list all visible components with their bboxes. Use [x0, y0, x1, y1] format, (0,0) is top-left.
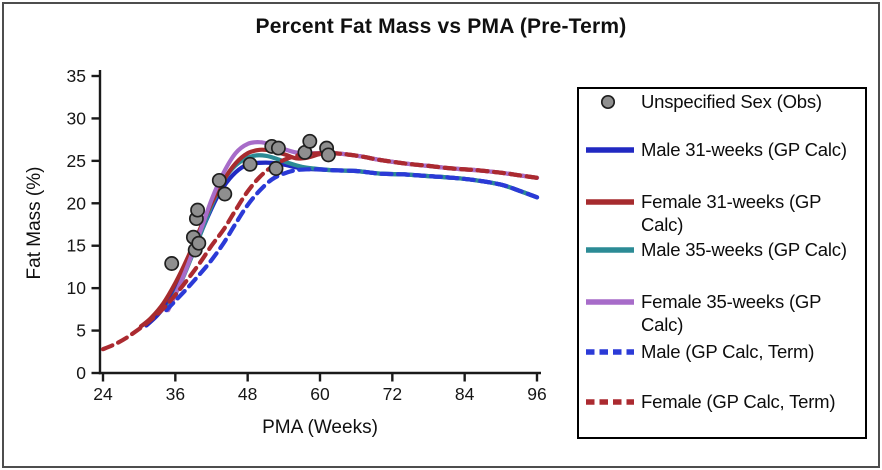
series-curve-female-35-weeks-gp-calc- [166, 140, 540, 313]
chart-title: Percent Fat Mass vs PMA (Pre-Term) [255, 15, 627, 38]
legend-label: Male (GP Calc, Term) [641, 341, 815, 362]
legend-label: Male 31-weeks (GP Calc) [641, 139, 847, 160]
legend-line-swatch-icon [585, 390, 641, 414]
y-tick-label: 25 [67, 151, 86, 171]
legend-box: Unspecified Sex (Obs) Male 31-weeks (GP C… [577, 87, 867, 439]
legend-line-swatch-icon [585, 290, 641, 314]
series-curve-female-gp-calc-term- [100, 151, 540, 352]
legend-label: Female 35-weeks (GP Calc) [641, 291, 821, 335]
y-tick-label: 15 [67, 236, 86, 256]
y-axis-label: Fat Mass (%) [24, 167, 45, 280]
obs-point [211, 172, 227, 188]
legend-item: Male 31-weeks (GP Calc) [585, 138, 861, 162]
legend-line-swatch-icon [585, 340, 641, 364]
obs-point [242, 156, 258, 172]
x-tick-label: 36 [166, 384, 185, 404]
legend-item: Male 35-weeks (GP Calc) [585, 238, 861, 262]
y-tick-label: 5 [76, 321, 86, 341]
x-tick-label: 60 [310, 384, 330, 404]
legend-label: Unspecified Sex (Obs) [641, 91, 822, 112]
legend-label: Female (GP Calc, Term) [641, 391, 836, 412]
y-tick-label: 10 [67, 278, 87, 298]
legend-line-swatch-icon [585, 238, 641, 262]
obs-point [190, 202, 206, 218]
y-tick-label: 30 [67, 108, 87, 128]
x-tick-label: 24 [93, 384, 113, 404]
y-tick-label: 35 [67, 66, 86, 86]
obs-point [191, 235, 207, 251]
legend-line-swatch-icon [585, 190, 641, 214]
legend-item: Female 31-weeks (GP Calc) [585, 190, 861, 236]
legend-dot-marker-icon [585, 90, 641, 114]
legend-item: Unspecified Sex (Obs) [585, 90, 861, 114]
obs-point [164, 256, 180, 271]
obs-point [217, 186, 233, 202]
x-tick-label: 48 [238, 384, 257, 404]
legend-label: Male 35-weeks (GP Calc) [641, 239, 847, 260]
x-tick-label: 72 [383, 384, 402, 404]
series-curve-male-gp-calc-term- [164, 167, 540, 313]
obs-point [302, 133, 318, 149]
legend-line-swatch-icon [585, 138, 641, 162]
y-tick-label: 20 [67, 193, 87, 213]
obs-point [320, 147, 336, 163]
y-tick-label: 0 [76, 363, 86, 383]
x-axis-label: PMA (Weeks) [262, 417, 378, 438]
x-tick-label: 96 [527, 384, 546, 404]
x-tick-label: 84 [455, 384, 475, 404]
legend-label: Female 31-weeks (GP Calc) [641, 191, 821, 235]
legend-item: Male (GP Calc, Term) [585, 340, 861, 364]
obs-point [268, 161, 284, 176]
legend-item: Female 35-weeks (GP Calc) [585, 290, 861, 336]
legend-item: Female (GP Calc, Term) [585, 390, 861, 414]
obs-point [270, 140, 286, 156]
